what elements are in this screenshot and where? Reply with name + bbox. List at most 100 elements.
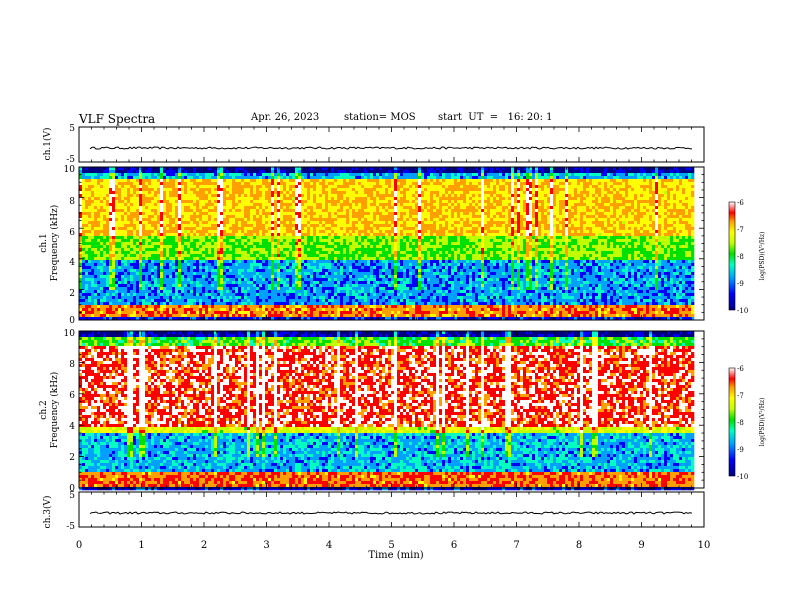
spectrogram-cell — [175, 197, 178, 200]
spectrogram-cell — [247, 311, 250, 314]
spectrogram-cell — [214, 245, 217, 248]
spectrogram-cell — [316, 188, 319, 191]
spectrogram-cell — [325, 230, 328, 233]
spectrogram-cell — [367, 302, 370, 305]
spectrogram-cell — [142, 206, 145, 209]
spectrogram-cell — [121, 218, 124, 221]
spectrogram-cell — [364, 242, 367, 245]
spectrogram-cell — [97, 305, 100, 308]
spectrogram-cell — [223, 308, 226, 311]
spectrogram-cell — [184, 203, 187, 206]
spectrogram-cell — [139, 242, 142, 245]
spectrogram-cell — [214, 239, 217, 242]
spectrogram-cell — [211, 170, 214, 173]
spectrogram-cell — [286, 227, 289, 230]
spectrogram-cell — [298, 227, 301, 230]
spectrogram-cell — [289, 218, 292, 221]
spectrogram-cell — [193, 266, 196, 269]
spectrogram-cell — [136, 251, 139, 254]
spectrogram-cell — [229, 176, 232, 179]
spectrogram-cell — [97, 311, 100, 314]
spectrogram-cell — [139, 287, 142, 290]
spectrogram-cell — [316, 296, 319, 299]
spectrogram-cell — [268, 275, 271, 278]
spectrogram-cell — [262, 173, 265, 176]
spectrogram-cell — [247, 206, 250, 209]
spectrogram-cell — [184, 266, 187, 269]
spectrogram-cell — [331, 209, 334, 212]
spectrogram-cell — [142, 203, 145, 206]
spectrogram-cell — [265, 266, 268, 269]
spectrogram-cell — [205, 293, 208, 296]
spectrogram-cell — [280, 257, 283, 260]
spectrogram-cell — [328, 191, 331, 194]
spectrogram-cell — [304, 263, 307, 266]
spectrogram-cell — [271, 263, 274, 266]
spectrogram-cell — [337, 242, 340, 245]
spectrogram-cell — [145, 209, 148, 212]
spectrogram-cell — [178, 290, 181, 293]
spectrogram-cell — [355, 230, 358, 233]
spectrogram-cell — [202, 218, 205, 221]
spectrogram-cell — [241, 242, 244, 245]
spectrogram-cell — [133, 314, 136, 317]
spectrogram-cell — [127, 206, 130, 209]
spectrogram-cell — [304, 236, 307, 239]
spectrogram-cell — [208, 287, 211, 290]
spectrogram-cell — [361, 185, 364, 188]
spectrogram-cell — [361, 188, 364, 191]
spectrogram-cell — [118, 311, 121, 314]
spectrogram-cell — [349, 260, 352, 263]
spectrogram-cell — [166, 239, 169, 242]
spectrogram-cell — [337, 290, 340, 293]
spectrogram-cell — [166, 197, 169, 200]
spectrogram-cell — [343, 314, 346, 317]
spectrogram-cell — [277, 206, 280, 209]
spectrogram-cell — [85, 275, 88, 278]
spectrogram-cell — [334, 269, 337, 272]
spectrogram-cell — [199, 269, 202, 272]
spectrogram-cell — [133, 182, 136, 185]
spectrogram-cell — [313, 278, 316, 281]
spectrogram-cell — [172, 299, 175, 302]
spectrogram-cell — [109, 260, 112, 263]
spectrogram-cell — [307, 248, 310, 251]
spectrogram-cell — [151, 185, 154, 188]
spectrogram-cell — [283, 194, 286, 197]
spectrogram-cell — [226, 275, 229, 278]
spectrogram-cell — [304, 290, 307, 293]
spectrogram-cell — [370, 191, 373, 194]
spectrogram-cell — [361, 275, 364, 278]
spectrogram-cell — [370, 260, 373, 263]
spectrogram-cell — [148, 194, 151, 197]
spectrogram-cell — [151, 278, 154, 281]
spectrogram-cell — [106, 236, 109, 239]
spectrogram-cell — [112, 185, 115, 188]
spectrogram-cell — [340, 170, 343, 173]
spectrogram-cell — [160, 188, 163, 191]
spectrogram-cell — [91, 296, 94, 299]
spectrogram-cell — [124, 239, 127, 242]
spectrogram-cell — [268, 296, 271, 299]
spectrogram-cell — [217, 215, 220, 218]
spectrogram-cell — [337, 188, 340, 191]
spectrogram-cell — [205, 272, 208, 275]
spectrogram-cell — [175, 314, 178, 317]
spectrogram-cell — [205, 191, 208, 194]
spectrogram-cell — [325, 197, 328, 200]
spectrogram-cell — [235, 179, 238, 182]
spectrogram-cell — [208, 185, 211, 188]
spectrogram-cell — [307, 293, 310, 296]
spectrogram-cell — [232, 254, 235, 257]
spectrogram-cell — [265, 308, 268, 311]
spectrogram-cell — [220, 206, 223, 209]
spectrogram-cell — [205, 248, 208, 251]
spectrogram-cell — [115, 206, 118, 209]
spectrogram-cell — [139, 224, 142, 227]
spectrogram-cell — [196, 182, 199, 185]
spectrogram-cell — [157, 248, 160, 251]
spectrogram-cell — [229, 296, 232, 299]
spectrogram-cell — [340, 215, 343, 218]
spectrogram-cell — [346, 284, 349, 287]
spectrogram-cell — [238, 287, 241, 290]
